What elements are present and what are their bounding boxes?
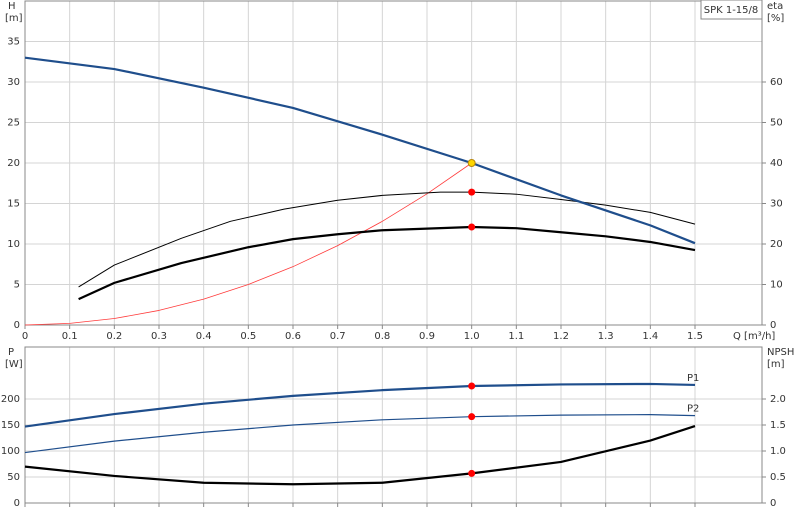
x-tick-label: 0.6 [285,331,301,342]
series-line [24,382,696,428]
y-tick-label: 15 [7,199,20,210]
y2-tick-label: 0 [770,498,776,509]
series-line [78,191,696,288]
x-tick-label: 1.0 [464,331,480,342]
y-tick-label: 200 [1,394,20,405]
y-tick-label: 150 [1,420,20,431]
series-line [24,162,472,326]
y2-tick-label: 60 [770,77,783,88]
y2-tick-label: 40 [770,158,783,169]
y-tick-label: 50 [7,472,20,483]
y2-tick-label: 1.5 [770,420,786,431]
x-tick-label: 1.2 [553,331,569,342]
x-tick-label: 1.3 [598,331,614,342]
duty-point [468,223,476,231]
y2-tick-label: 30 [770,199,783,210]
y2-axis-label: eta [767,1,783,12]
y-axis-unit: [W] [5,359,23,370]
plot-frame [24,346,763,504]
plot-frame [24,0,763,326]
y-axis-unit: [m] [5,13,23,24]
y-tick-label: 25 [7,118,20,129]
x-tick-label: 0.2 [106,331,122,342]
y-axis-label: P [8,347,14,358]
title-box [700,0,763,20]
y-tick-label: 0 [14,320,20,331]
series-label: P1 [687,373,699,384]
series-line [24,414,696,454]
x-tick-label: 1.1 [508,331,524,342]
y-tick-label: 10 [7,239,20,250]
x-tick-label: 1.5 [687,331,703,342]
y2-tick-label: 50 [770,118,783,129]
y-axis-label: H [8,1,16,12]
series-label: P2 [687,404,699,415]
y2-axis-unit: [%] [767,13,784,24]
x-tick-label: 1.4 [642,331,658,342]
y2-tick-label: 1.0 [770,446,786,457]
x-tick-label: 0 [22,331,28,342]
y-tick-label: 5 [14,280,20,291]
series-line [24,56,696,245]
x-tick-label: 0.5 [240,331,256,342]
series-line [24,424,696,486]
y2-axis-label: NPSH [767,347,794,358]
duty-point [468,188,476,196]
y2-tick-label: 10 [770,280,783,291]
x-tick-label: 0.8 [374,331,390,342]
x-tick-label: 0.9 [419,331,435,342]
duty-point [468,382,476,390]
duty-point [468,469,476,477]
chart-title: SPK 1-15/8 [704,5,759,16]
x-tick-label: 0.3 [151,331,167,342]
x-tick-label: 0.1 [62,331,78,342]
y-tick-label: 0 [14,498,20,509]
duty-point [467,159,476,167]
y2-axis-unit: [m] [767,359,785,370]
duty-point [468,413,476,421]
y2-tick-label: 2.0 [770,394,786,405]
series-line [78,225,696,301]
y-tick-label: 35 [7,37,20,48]
y2-tick-label: 0 [770,320,776,331]
x-tick-label: 0.7 [330,331,346,342]
x-axis-label: Q [m³/h] [733,331,775,342]
x-tick-label: 0.4 [196,331,212,342]
y-tick-label: 20 [7,158,20,169]
y-tick-label: 30 [7,77,20,88]
y2-tick-label: 20 [770,239,783,250]
y2-tick-label: 0.5 [770,472,786,483]
y-tick-label: 100 [1,446,20,457]
